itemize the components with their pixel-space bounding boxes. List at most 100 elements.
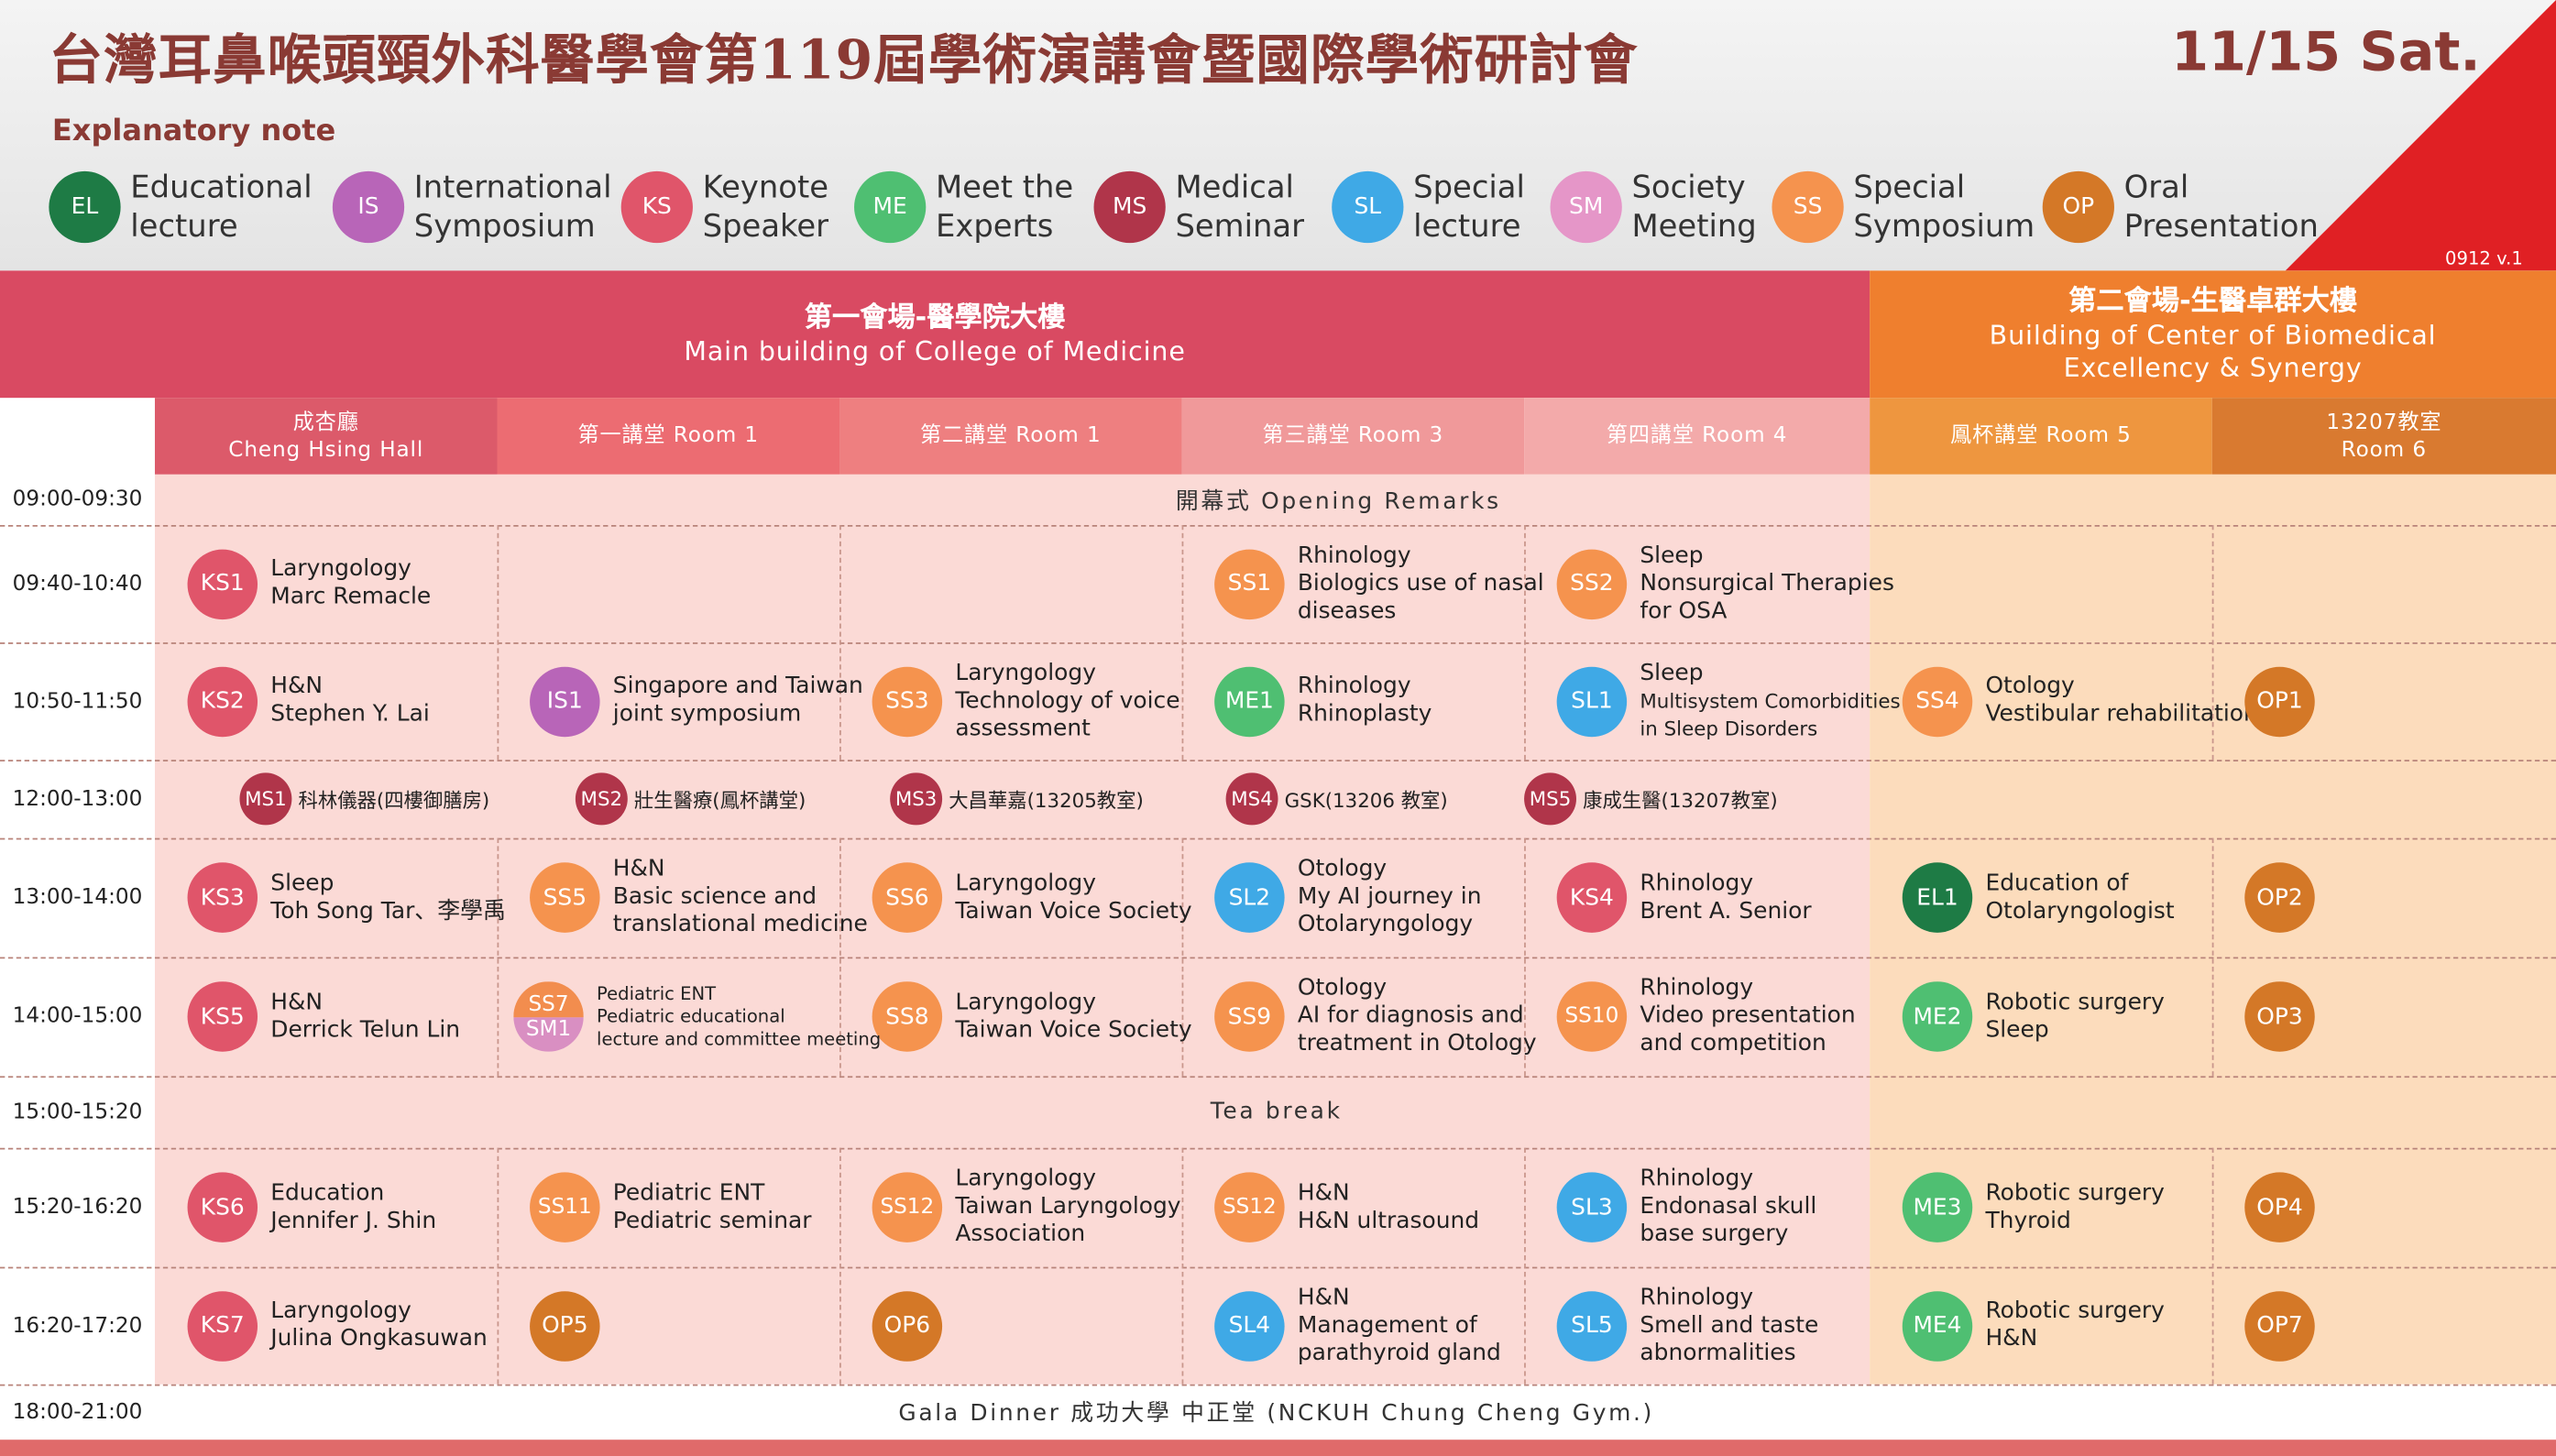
page-header: 台灣耳鼻喉頭頸外科醫學會第119屆學術演講會暨國際學術研討會 11/15 Sat… [0,0,2556,271]
session-line: Laryngology [955,870,1096,896]
session-sl3[interactable]: SL3 Rhinology Endonasal skull base surgery [1556,1148,1863,1267]
session-op6[interactable]: OP6 [872,1267,1176,1385]
column-divider [1524,837,1526,1077]
column-divider [1181,524,1184,761]
session-me1[interactable]: ME1 Rhinology Rhinoplasty [1214,642,1518,760]
session-code-badge: SL4 [1214,1290,1285,1361]
session-op3[interactable]: OP3 [2244,958,2550,1077]
session-me4[interactable]: ME4 Robotic surgery H&N [1902,1267,2206,1385]
session-ss10[interactable]: SS10 Rhinology Video presentation and compe… [1556,958,1863,1077]
time-slot: 15:00-15:20 [12,1100,143,1124]
session-op7[interactable]: OP7 [2244,1267,2550,1385]
session-description: Rhinology Biologics use of nasal diseases [1298,542,1544,626]
seminar-ms4[interactable]: MS4 GSK(13206 教室) [1225,772,1448,826]
session-line: Rhinology [1640,1166,1754,1192]
seminar-ms2[interactable]: MS2 壯生醫療(鳳杯講堂) [575,772,806,826]
page-title: 台灣耳鼻喉頭頸外科醫學會第119屆學術演講會暨國際學術研討會 [49,27,1639,92]
session-ss3[interactable]: SS3 Laryngology Technology of voice assessm… [872,642,1180,760]
session-code-badge: KS1 [187,548,258,619]
room-header-1: 成杏廳 Cheng Hsing Hall [154,398,498,475]
session-line: H&N [1297,1284,1350,1310]
session-description: Singapore and Taiwan joint symposium [613,673,863,728]
row-divider [0,760,2556,761]
session-ss2[interactable]: SS2 Sleep Nonsurgical Therapies for OSA [1556,525,1894,642]
session-line: Vestibular rehabilitation [1985,701,2258,728]
session-ks1[interactable]: KS1 Laryngology Marc Remacle [187,525,491,642]
session-ss12[interactable]: SS12 Laryngology Taiwan Laryngology Associa… [872,1148,1181,1267]
session-sl1[interactable]: SL1 Sleep Multisystem Comorbidities in Slee… [1556,642,1901,760]
session-description: Laryngology Technology of voice assessment [955,660,1179,743]
session-line: My AI journey in [1297,883,1482,910]
session-ss7-sm1[interactable]: SS7 SM1 Pediatric ENT Pediatric educatio… [513,958,881,1077]
seminar-ms3[interactable]: MS3 大昌華嘉(13205教室) [890,772,1144,826]
session-ss4[interactable]: SS4 Otology Vestibular rehabilitation [1902,642,2258,760]
session-code-badge: SS4 [1902,665,1973,737]
session-description: H&N Stephen Y. Lai [270,673,430,728]
session-line: Jennifer J. Shin [270,1207,437,1234]
session-description: H&N Management of parathyroid gland [1298,1284,1501,1367]
session-line: joint symposium [612,701,802,728]
session-ss11[interactable]: SS11 Pediatric ENT Pediatric seminar [530,1148,833,1267]
legend-item-sl: SL Special lecture [1332,168,1525,246]
session-line: Video presentation [1640,1002,1856,1029]
session-ss5[interactable]: SS5 H&N Basic science and translational med… [530,838,868,958]
session-code-badge: SS3 [872,665,943,737]
session-ks6[interactable]: KS6 Education Jennifer J. Shin [187,1148,491,1267]
time-slot: 16:20-17:20 [12,1313,143,1338]
session-description: Otology My AI journey in Otolaryngology [1298,856,1482,939]
session-line: Rhinology [1640,1284,1754,1310]
session-code-badge: KS2 [187,665,258,737]
session-ks3[interactable]: KS3 Sleep Toh Song Tar、李學禹 [187,838,506,958]
session-ss1[interactable]: SS1 Rhinology Biologics use of nasal diseas… [1214,525,1544,642]
session-line: Rhinology [1297,673,1411,700]
session-code-badge: SS12 [872,1172,943,1243]
seminar-sponsor-location: GSK(13206 教室) [1284,788,1448,812]
session-description: H&N Derrick Telun Lin [270,989,460,1044]
seminar-ms1[interactable]: MS1 科林儀器(四樓御膳房) [239,772,489,826]
session-el1[interactable]: EL1 Education of Otolaryngologist [1902,838,2206,958]
session-ss12[interactable]: SS12 H&N H&N ultrasound [1214,1148,1518,1267]
session-line: H&N [612,856,665,882]
session-op2[interactable]: OP2 [2244,838,2550,958]
session-op1[interactable]: OP1 [2244,642,2550,760]
legend-badge: SL [1332,170,1404,244]
session-code-badge: SS6 [872,862,943,933]
session-line: Brent A. Senior [1640,897,1812,925]
session-line: Biologics use of nasal [1297,569,1544,597]
version-label: 0912 v.1 [2445,247,2523,269]
session-code-badge: ME2 [1902,981,1973,1052]
session-sl4[interactable]: SL4 H&N Management of parathyroid gland [1214,1267,1518,1385]
session-ss9[interactable]: SS9 Otology AI for diagnosis and treatment … [1214,958,1537,1077]
session-description: Pediatric ENT Pediatric seminar [613,1179,812,1234]
session-me2[interactable]: ME2 Robotic surgery Sleep [1902,958,2206,1077]
session-sl2[interactable]: SL2 Otology My AI journey in Otolaryngology [1214,838,1518,958]
session-ks5[interactable]: KS5 H&N Derrick Telun Lin [187,958,491,1077]
session-description: Rhinology Rhinoplasty [1298,673,1432,728]
session-ks7[interactable]: KS7 Laryngology Julina Ongkasuwan [187,1267,491,1385]
corner-decoration [2285,0,2556,271]
seminar-code-badge: MS4 [1225,772,1278,826]
seminar-ms5[interactable]: MS5 康成生醫(13207教室) [1524,772,1778,826]
session-is1[interactable]: IS1 Singapore and Taiwan joint symposium [530,642,863,760]
time-slot: 10:50-11:50 [12,688,143,714]
session-ss6[interactable]: SS6 Laryngology Taiwan Voice Society [872,838,1192,958]
session-op5[interactable]: OP5 [530,1267,833,1385]
session-ks2[interactable]: KS2 H&N Stephen Y. Lai [187,642,491,760]
session-line: abnormalities [1640,1339,1796,1366]
seminar-code-badge: MS5 [1524,772,1577,826]
session-op4[interactable]: OP4 [2244,1148,2550,1267]
session-me3[interactable]: ME3 Robotic surgery Thyroid [1902,1148,2206,1267]
seminar-code-badge: MS1 [239,772,292,826]
session-code-badge: SL5 [1556,1290,1628,1361]
column-divider [1181,837,1184,1077]
session-line: Laryngology [955,659,1096,686]
session-ks4[interactable]: KS4 Rhinology Brent A. Senior [1556,838,1863,958]
legend-item-ss: SS Special Symposium [1772,168,2035,246]
split-session-badge: SS7 SM1 [513,981,584,1052]
session-line: Julina Ongkasuwan [270,1325,488,1352]
room-header-3: 第二講堂 Room 1 [839,398,1182,475]
session-sl5[interactable]: SL5 Rhinology Smell and taste abnormalities [1556,1267,1863,1385]
session-line: Rhinology [1297,542,1411,569]
session-ss8[interactable]: SS8 Laryngology Taiwan Voice Society [872,958,1192,1077]
room-header-4: 第三講堂 Room 3 [1181,398,1525,475]
